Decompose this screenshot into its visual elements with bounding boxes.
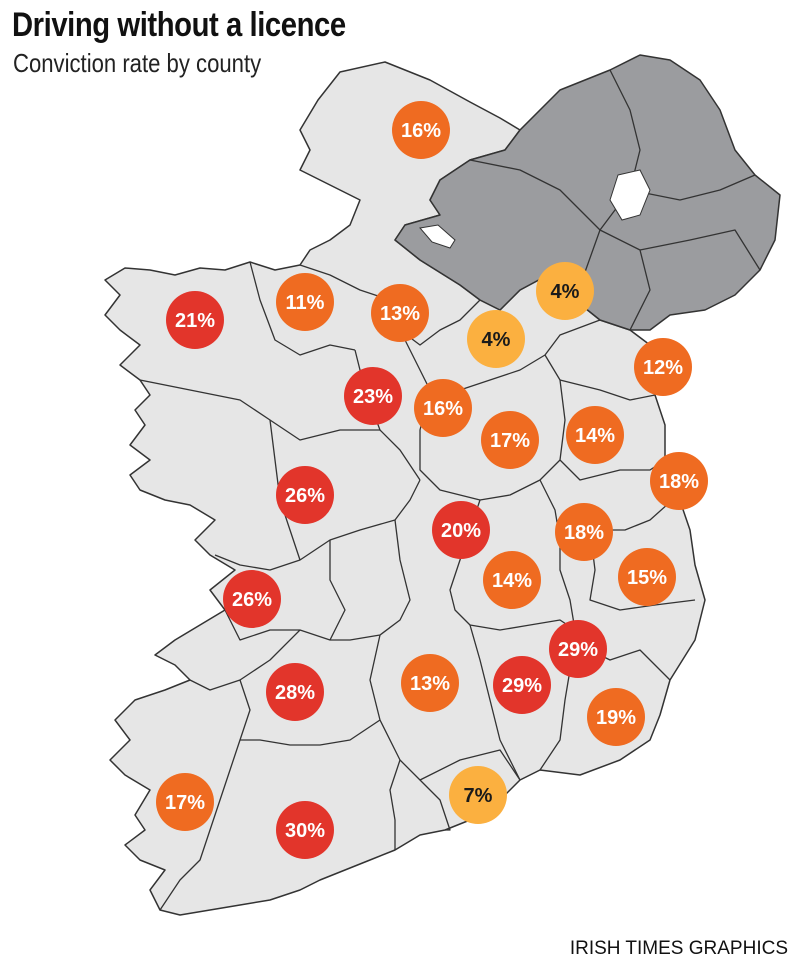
bubble-value-label: 7% [464,785,493,807]
graphics-credit: IRISH TIMES GRAPHICS [569,938,788,959]
county-bubble: 21% [166,291,224,349]
bubble-value-label: 20% [441,520,481,542]
bubble-value-label: 30% [285,820,325,842]
bubble-circle [392,101,450,159]
county-bubble: 4% [536,262,594,320]
bubble-value-label: 26% [285,485,325,507]
bubble-value-label: 29% [502,675,542,697]
bubble-circle [266,663,324,721]
bubble-circle [493,656,551,714]
bubble-value-label: 15% [627,567,667,589]
bubble-circle [555,503,613,561]
county-bubble: 14% [566,406,624,464]
county-bubble: 18% [555,503,613,561]
bubble-circle [344,367,402,425]
county-bubble: 26% [223,570,281,628]
county-bubble: 11% [276,273,334,331]
county-bubble: 13% [371,284,429,342]
bubble-circle [156,773,214,831]
bubble-value-label: 18% [564,522,604,544]
county-bubble: 19% [587,688,645,746]
county-bubble: 29% [549,620,607,678]
county-bubble: 4% [467,310,525,368]
county-bubble: 20% [432,501,490,559]
county-bubble: 30% [276,801,334,859]
bubble-value-label: 17% [165,792,205,814]
lough-neagh [609,169,651,221]
bubble-value-label: 13% [380,303,420,325]
chart-subtitle: Conviction rate by county [13,48,262,78]
bubble-circle [276,801,334,859]
county-bubble: 14% [483,551,541,609]
county-bubble: 17% [481,411,539,469]
bubble-circle [634,338,692,396]
value-bubbles: 16% 21% 11% 13% 4% 4% 12% 23% 16% 17% 14% 18% 26% 20%… [156,101,708,859]
county-bubble: 29% [493,656,551,714]
ni-county-borders [469,69,761,331]
bubble-value-label: 16% [401,120,441,142]
bubble-circle [536,262,594,320]
bubble-value-label: 21% [175,310,215,332]
county-bubble: 23% [344,367,402,425]
bubble-value-label: 13% [410,673,450,695]
bubble-circle [549,620,607,678]
bubble-value-label: 14% [575,425,615,447]
county-bubble: 16% [392,101,450,159]
bubble-circle [483,551,541,609]
bubble-circle [618,548,676,606]
bubble-circle [414,379,472,437]
bubble-circle [276,273,334,331]
county-bubble: 17% [156,773,214,831]
bubble-value-label: 26% [232,589,272,611]
bubble-circle [587,688,645,746]
bubble-circle [467,310,525,368]
county-bubble: 18% [650,452,708,510]
lough-erne [419,224,456,249]
bubble-value-label: 11% [286,292,325,314]
bubble-circle [401,654,459,712]
bubble-value-label: 18% [659,471,699,493]
county-bubble: 28% [266,663,324,721]
bubble-value-label: 4% [551,281,580,303]
bubble-value-label: 28% [275,682,315,704]
bubble-value-label: 23% [353,386,393,408]
bubble-circle [223,570,281,628]
bubble-circle [449,766,507,824]
bubble-circle [166,291,224,349]
bubble-value-label: 17% [490,430,530,452]
bubble-value-label: 16% [423,398,463,420]
bubble-circle [566,406,624,464]
bubble-circle [371,284,429,342]
bubble-value-label: 29% [558,639,598,661]
bubble-circle [650,452,708,510]
bubble-circle [432,501,490,559]
county-bubble: 7% [449,766,507,824]
bubble-value-label: 19% [596,707,636,729]
bubble-value-label: 12% [643,357,683,379]
bubble-value-label: 4% [482,329,511,351]
county-bubble: 13% [401,654,459,712]
bubble-circle [481,411,539,469]
bubble-value-label: 14% [492,570,532,592]
chart-title: Driving without a licence [12,6,346,44]
county-bubble: 15% [618,548,676,606]
county-bubble: 26% [276,466,334,524]
bubble-circle [276,466,334,524]
county-bubble: 16% [414,379,472,437]
county-bubble: 12% [634,338,692,396]
